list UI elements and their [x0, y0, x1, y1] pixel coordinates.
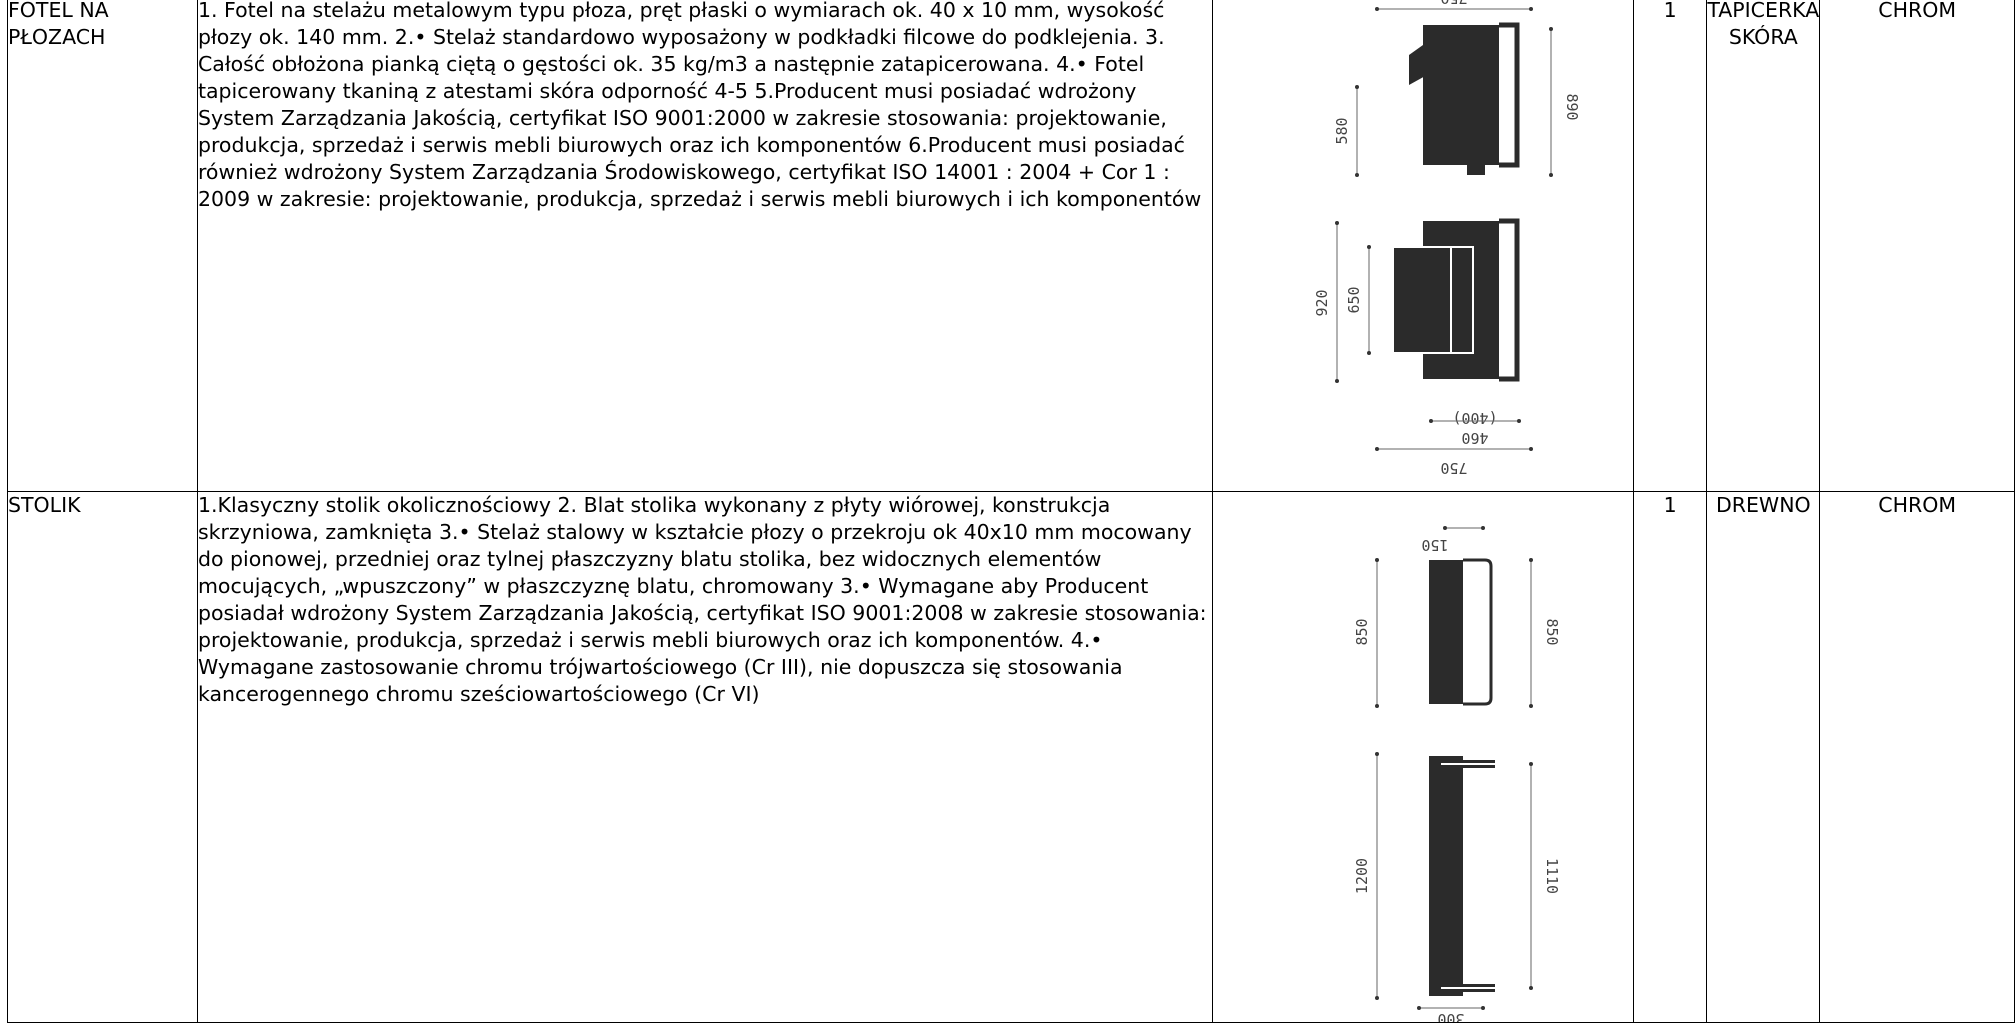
product-name: FOTEL NA PŁOZACH: [8, 0, 109, 49]
dimension-label: 750: [1440, 459, 1467, 477]
dimension-label: 1110: [1543, 858, 1561, 894]
dimension-label: 750: [1440, 0, 1467, 7]
drawing-cell: 750 580 890: [1211, 0, 1635, 492]
upholstery-cell: DREWNO: [1706, 491, 1821, 1023]
table-row: FOTEL NA PŁOZACH 1. Fotel na stelażu met…: [7, 0, 2015, 492]
table-drawing: 150 850 850: [1353, 526, 1561, 1022]
finish-cell: CHROM: [1819, 0, 2015, 492]
product-description: 1.Klasyczny stolik okolicznościowy 2. Bl…: [197, 493, 1207, 706]
quantity: 1: [1663, 0, 1677, 22]
spec-table: FOTEL NA PŁOZACH 1. Fotel na stelażu met…: [7, 0, 2015, 1023]
quantity: 1: [1663, 493, 1677, 517]
frame-finish: CHROM: [1878, 493, 1957, 517]
product-description: 1. Fotel na stelażu metalowym typu płoza…: [197, 0, 1202, 211]
armchair-side-view: [1408, 45, 1427, 85]
quantity-cell: 1: [1632, 0, 1708, 492]
table-row: STOLIK 1.Klasyczny stolik okolicznościow…: [7, 491, 2015, 1023]
drawing-cell: 150 850 850: [1211, 491, 1635, 1023]
upholstery-material: DREWNO: [1715, 493, 1811, 517]
table-side-view: [1428, 560, 1463, 704]
dimension-label: 850: [1353, 618, 1371, 645]
dimension-label: 650: [1345, 286, 1363, 313]
dimension-label: 1200: [1353, 858, 1371, 894]
description-cell: 1. Fotel na stelażu metalowym typu płoza…: [196, 0, 1213, 492]
dimension-label: (400): [1452, 409, 1497, 427]
finish-cell: CHROM: [1819, 491, 2015, 1023]
dimension-label: 850: [1543, 618, 1561, 645]
dimension-label: 890: [1563, 93, 1581, 120]
upholstery-material: TAPICERKA SKÓRA: [1707, 0, 1820, 49]
dimension-label: 300: [1437, 1010, 1464, 1022]
upholstery-cell: TAPICERKA SKÓRA: [1706, 0, 1821, 492]
dimension-label: 920: [1313, 289, 1331, 316]
dimension-label: 460: [1461, 429, 1488, 447]
product-name-cell: STOLIK: [7, 491, 198, 1023]
armchair-drawing: 750 580 890: [1313, 0, 1581, 477]
dimension-label: 580: [1333, 117, 1351, 144]
dimension-label: 150: [1421, 536, 1448, 554]
product-name-cell: FOTEL NA PŁOZACH: [7, 0, 198, 492]
product-name: STOLIK: [8, 493, 81, 517]
frame-finish: CHROM: [1878, 0, 1957, 22]
quantity-cell: 1: [1632, 491, 1708, 1023]
table-top-view: [1428, 756, 1463, 996]
description-cell: 1.Klasyczny stolik okolicznościowy 2. Bl…: [196, 491, 1213, 1023]
